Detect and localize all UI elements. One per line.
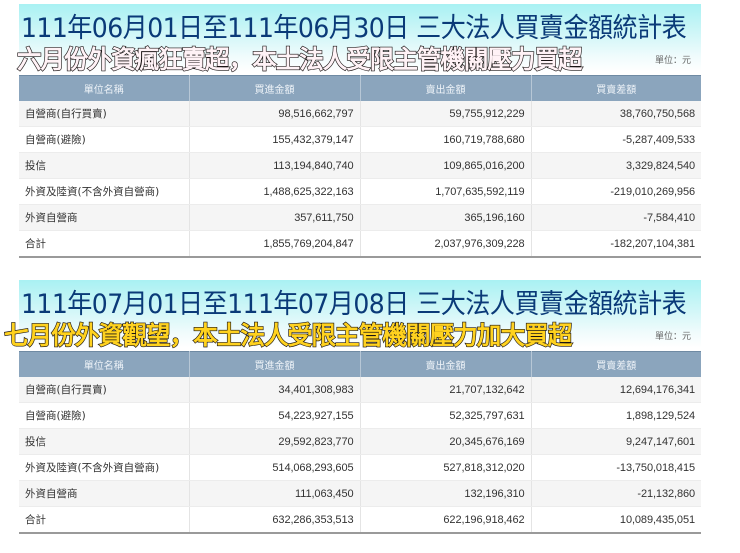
unit-label: 單位：元: [654, 56, 691, 66]
sell-amount-cell: 52,325,797,631: [360, 402, 532, 429]
buy-amount-cell: 29,592,823,770: [189, 428, 361, 455]
column-header-unit-name: 單位名稱: [19, 351, 190, 377]
net-amount-cell: -7,584,410: [531, 204, 701, 231]
net-amount-cell: 1,898,129,524: [531, 402, 701, 429]
sell-amount-cell: 622,196,918,462: [360, 506, 532, 534]
buy-amount-cell: 155,432,379,147: [189, 126, 361, 153]
sell-amount-cell: 160,719,788,680: [360, 126, 532, 153]
row-label: 自營商(避險): [19, 402, 190, 429]
buy-amount-cell: 1,855,769,204,847: [189, 230, 361, 258]
row-label: 投信: [19, 152, 190, 179]
column-header-net-amount: 買賣差額: [531, 351, 701, 377]
table-row: 自營商(避險) 155,432,379,147 160,719,788,680 …: [19, 126, 701, 153]
net-amount-cell: -219,010,269,956: [531, 178, 701, 205]
table-row: 外資自營商 111,063,450 132,196,310 -21,132,86…: [19, 480, 701, 507]
table-row: 自營商(自行買賣) 34,401,308,983 21,707,132,642 …: [19, 377, 701, 403]
title-band: 111年07月01日至111年07月08日 三大法人買賣金額統計表 七月份外資觀…: [3, 280, 701, 351]
row-label: 外資及陸資(不含外資自營商): [19, 454, 190, 481]
institutional-trading-table: 單位名稱 買進金額 賣出金額 買賣差額 自營商(自行買賣) 98,516,662…: [19, 75, 701, 258]
table-row-total: 合計 1,855,769,204,847 2,037,976,309,228 -…: [19, 230, 701, 258]
column-header-net-amount: 買賣差額: [531, 75, 701, 101]
caption-overlay: 七月份外資觀望，本土法人受限主管機關壓力加大買超: [3, 320, 573, 350]
buy-amount-cell: 632,286,353,513: [189, 506, 361, 534]
sell-amount-cell: 2,037,976,309,228: [360, 230, 532, 258]
net-amount-cell: -182,207,104,381: [531, 230, 701, 258]
page-title: 111年06月01日至111年06月30日 三大法人買賣金額統計表: [21, 13, 687, 44]
unit-label: 單位：元: [654, 332, 691, 342]
table-row: 自營商(自行買賣) 98,516,662,797 59,755,912,229 …: [19, 101, 701, 127]
sell-amount-cell: 132,196,310: [360, 480, 532, 507]
table-row: 外資及陸資(不含外資自營商) 514,068,293,605 527,818,3…: [19, 454, 701, 481]
column-header-buy-amount: 買進金額: [189, 351, 361, 377]
row-label: 外資自營商: [19, 204, 190, 231]
table-header-row: 單位名稱 買進金額 賣出金額 買賣差額: [19, 75, 701, 101]
net-amount-cell: 10,089,435,051: [531, 506, 701, 534]
institutional-trading-table: 單位名稱 買進金額 賣出金額 買賣差額 自營商(自行買賣) 34,401,308…: [19, 351, 701, 534]
june-summary-panel: 111年06月01日至111年06月30日 三大法人買賣金額統計表 六月份外資瘋…: [16, 4, 701, 258]
row-label: 自營商(避險): [19, 126, 190, 153]
sell-amount-cell: 109,865,016,200: [360, 152, 532, 179]
column-header-sell-amount: 賣出金額: [360, 75, 532, 101]
table-row: 投信 29,592,823,770 20,345,676,169 9,247,1…: [19, 428, 701, 455]
net-amount-cell: 3,329,824,540: [531, 152, 701, 179]
net-amount-cell: -21,132,860: [531, 480, 701, 507]
column-header-sell-amount: 賣出金額: [360, 351, 532, 377]
sell-amount-cell: 21,707,132,642: [360, 377, 532, 403]
table-row: 外資自營商 357,611,750 365,196,160 -7,584,410: [19, 204, 701, 231]
buy-amount-cell: 98,516,662,797: [189, 101, 361, 127]
buy-amount-cell: 113,194,840,740: [189, 152, 361, 179]
sell-amount-cell: 59,755,912,229: [360, 101, 532, 127]
buy-amount-cell: 514,068,293,605: [189, 454, 361, 481]
buy-amount-cell: 357,611,750: [189, 204, 361, 231]
row-label: 自營商(自行買賣): [19, 101, 190, 127]
table-row: 投信 113,194,840,740 109,865,016,200 3,329…: [19, 152, 701, 179]
buy-amount-cell: 54,223,927,155: [189, 402, 361, 429]
row-label: 自營商(自行買賣): [19, 377, 190, 403]
column-header-buy-amount: 買進金額: [189, 75, 361, 101]
table-header-row: 單位名稱 買進金額 賣出金額 買賣差額: [19, 351, 701, 377]
sell-amount-cell: 1,707,635,592,119: [360, 178, 532, 205]
net-amount-cell: 9,247,147,601: [531, 428, 701, 455]
page-title: 111年07月01日至111年07月08日 三大法人買賣金額統計表: [21, 289, 687, 320]
title-band: 111年06月01日至111年06月30日 三大法人買賣金額統計表 六月份外資瘋…: [16, 4, 701, 75]
sell-amount-cell: 527,818,312,020: [360, 454, 532, 481]
table-row: 外資及陸資(不含外資自營商) 1,488,625,322,163 1,707,6…: [19, 178, 701, 205]
row-label: 投信: [19, 428, 190, 455]
sell-amount-cell: 365,196,160: [360, 204, 532, 231]
sell-amount-cell: 20,345,676,169: [360, 428, 532, 455]
column-header-unit-name: 單位名稱: [19, 75, 190, 101]
caption-overlay: 六月份外資瘋狂賣超，本土法人受限主管機關壓力買超: [16, 44, 583, 74]
net-amount-cell: -13,750,018,415: [531, 454, 701, 481]
buy-amount-cell: 111,063,450: [189, 480, 361, 507]
row-label: 合計: [19, 506, 190, 534]
net-amount-cell: 38,760,750,568: [531, 101, 701, 127]
table-row-total: 合計 632,286,353,513 622,196,918,462 10,08…: [19, 506, 701, 534]
row-label: 合計: [19, 230, 190, 258]
net-amount-cell: 12,694,176,341: [531, 377, 701, 403]
buy-amount-cell: 34,401,308,983: [189, 377, 361, 403]
july-summary-panel: 111年07月01日至111年07月08日 三大法人買賣金額統計表 七月份外資觀…: [3, 280, 701, 534]
buy-amount-cell: 1,488,625,322,163: [189, 178, 361, 205]
table-row: 自營商(避險) 54,223,927,155 52,325,797,631 1,…: [19, 402, 701, 429]
net-amount-cell: -5,287,409,533: [531, 126, 701, 153]
row-label: 外資自營商: [19, 480, 190, 507]
row-label: 外資及陸資(不含外資自營商): [19, 178, 190, 205]
